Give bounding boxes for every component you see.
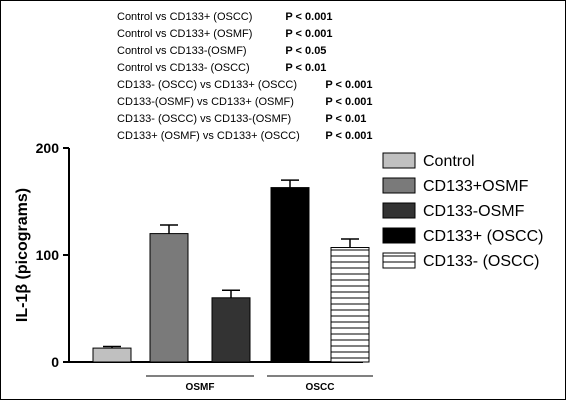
group-label: OSMF bbox=[186, 382, 215, 393]
comparison-row: Control vs CD133- (OSCC) P < 0.01 bbox=[117, 60, 373, 77]
comparison-label: Control vs CD133+ (OSCC) bbox=[117, 11, 253, 23]
group-label: OSCC bbox=[306, 382, 335, 393]
y-axis-label: IL-1β (picograms) bbox=[14, 188, 31, 322]
bar bbox=[149, 233, 189, 363]
comparison-label: CD133-(OSMF) vs CD133+ (OSMF) bbox=[117, 96, 294, 108]
legend-swatch bbox=[382, 177, 416, 194]
legend-label: CD133+ (OSCC) bbox=[423, 228, 543, 245]
legend-label: CD133-OSMF bbox=[423, 203, 525, 220]
comparison-row: CD133- (OSCC) vs CD133+ (OSCC) P < 0.001 bbox=[117, 77, 373, 94]
bar bbox=[92, 347, 132, 363]
comparison-list: Control vs CD133+ (OSCC) P < 0.001 Contro… bbox=[117, 9, 373, 145]
p-value: P < 0.05 bbox=[285, 45, 327, 57]
p-value: P < 0.001 bbox=[325, 79, 373, 91]
p-value: P < 0.001 bbox=[285, 28, 333, 40]
legend-label: CD133- (OSCC) bbox=[423, 253, 539, 270]
p-value: P < 0.001 bbox=[325, 130, 373, 142]
bar bbox=[211, 297, 251, 363]
legend-swatch bbox=[382, 152, 416, 169]
comparison-label: Control vs CD133+ (OSMF) bbox=[117, 28, 253, 40]
comparison-row: CD133+ (OSMF) vs CD133+ (OSCC) P < 0.001 bbox=[117, 128, 373, 145]
bar bbox=[330, 247, 370, 363]
comparison-row: Control vs CD133-(OSMF) P < 0.05 bbox=[117, 43, 373, 60]
comparison-label: CD133+ (OSMF) vs CD133+ (OSCC) bbox=[117, 130, 300, 142]
legend-swatch bbox=[382, 227, 416, 244]
comparison-row: Control vs CD133+ (OSMF) P < 0.001 bbox=[117, 26, 373, 43]
comparison-row: CD133-(OSMF) vs CD133+ (OSMF) P < 0.001 bbox=[117, 94, 373, 111]
y-tick-label: 200 bbox=[36, 140, 60, 156]
legend-swatch bbox=[382, 202, 416, 219]
p-value: P < 0.01 bbox=[285, 62, 327, 74]
y-tick-label: 0 bbox=[51, 354, 59, 370]
p-value: P < 0.001 bbox=[285, 11, 333, 23]
legend-swatch bbox=[382, 252, 416, 269]
p-value: P < 0.001 bbox=[325, 96, 373, 108]
y-tick-label: 100 bbox=[36, 247, 60, 263]
comparison-label: Control vs CD133-(OSMF) bbox=[117, 45, 247, 57]
comparison-label: CD133- (OSCC) vs CD133-(OSMF) bbox=[117, 113, 292, 125]
comparison-row: CD133- (OSCC) vs CD133-(OSMF) P < 0.01 bbox=[117, 111, 373, 128]
legend-label: Control bbox=[423, 153, 475, 170]
legend-label: CD133+OSMF bbox=[423, 178, 529, 195]
comparison-label: Control vs CD133- (OSCC) bbox=[117, 62, 250, 74]
comparison-label: CD133- (OSCC) vs CD133+ (OSCC) bbox=[117, 79, 298, 91]
comparison-row: Control vs CD133+ (OSCC) P < 0.001 bbox=[117, 9, 373, 26]
bar bbox=[270, 187, 310, 363]
p-value: P < 0.01 bbox=[325, 113, 367, 125]
